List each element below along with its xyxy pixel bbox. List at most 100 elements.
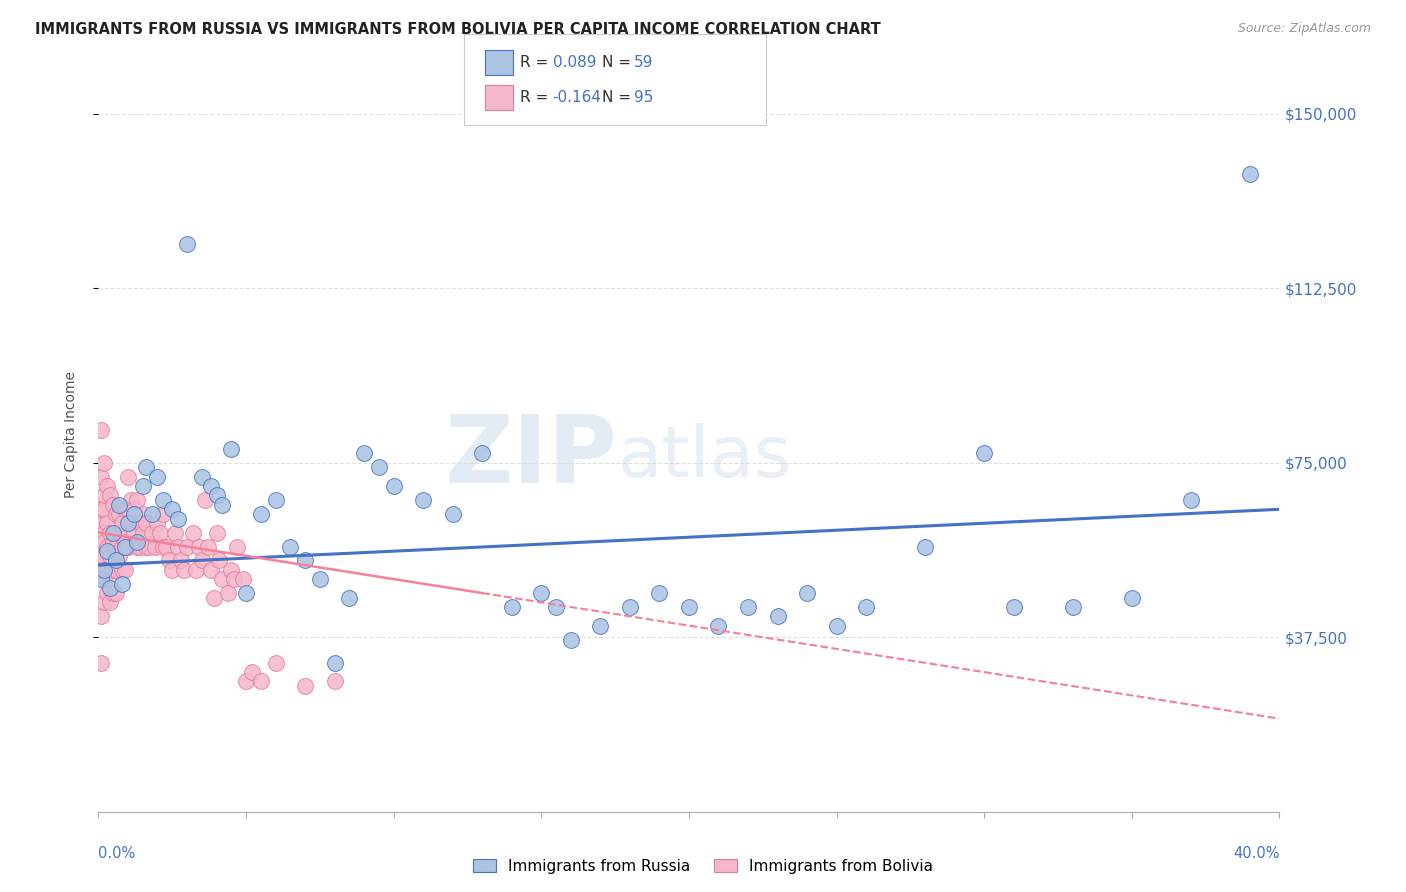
Point [191,553,214,567]
Point [125,493,148,508]
Legend: Immigrants from Russia, Immigrants from Bolivia: Immigrants from Russia, Immigrants from … [467,853,939,880]
Text: IMMIGRANTS FROM RUSSIA VS IMMIGRANTS FROM BOLIVIA PER CAPITA INCOME CORRELATION : IMMIGRANTS FROM RUSSIA VS IMMIGRANTS FRO… [35,22,882,37]
Point [111,540,134,554]
Y-axis label: Per Capita Income: Per Capita Income [63,371,77,499]
Point [191,469,214,483]
Point [117,469,139,483]
Text: 40.0%: 40.0% [1233,846,1279,861]
Point [105,563,128,577]
Point [382,479,405,493]
Point [250,674,273,689]
Text: 95: 95 [634,90,654,104]
Point [105,553,128,567]
Text: ZIP: ZIP [446,411,619,503]
Point [114,563,136,577]
Point [678,599,700,614]
Point [766,609,789,624]
Point [125,534,148,549]
Point [224,572,246,586]
Point [93,595,115,609]
Point [114,540,136,554]
Point [120,516,142,531]
Point [176,540,198,554]
Point [412,493,434,508]
Point [619,599,641,614]
Point [114,534,136,549]
Point [184,563,207,577]
Point [96,563,118,577]
Text: R =: R = [520,90,554,104]
Point [103,525,125,540]
Point [264,656,287,670]
Point [108,549,131,563]
Point [93,502,115,516]
Point [235,586,257,600]
Point [240,665,263,680]
Point [98,488,121,502]
Point [187,540,209,554]
Point [98,525,121,540]
Point [309,572,332,586]
Point [208,553,231,567]
Text: N =: N = [602,90,636,104]
Point [176,237,198,252]
Point [103,534,125,549]
Point [1239,167,1261,181]
Point [111,516,134,531]
Point [93,456,115,470]
Point [90,502,112,516]
Point [117,516,139,531]
Point [855,599,877,614]
Point [707,618,730,632]
Point [135,540,157,554]
Point [105,540,128,554]
Point [114,502,136,516]
Text: N =: N = [602,55,636,70]
Point [165,525,187,540]
Point [93,549,115,563]
Point [122,525,145,540]
Point [90,656,112,670]
Point [339,591,361,605]
Point [122,502,145,516]
Point [194,493,217,508]
Point [117,502,139,516]
Point [108,507,131,521]
Point [93,525,115,540]
Point [167,540,190,554]
Point [146,516,169,531]
Point [96,516,118,531]
Point [250,507,273,521]
Point [221,442,243,456]
Point [235,674,257,689]
Point [200,479,222,493]
Point [471,446,494,460]
Point [173,563,195,577]
Point [560,632,582,647]
Point [501,599,523,614]
Point [152,493,174,508]
Point [143,540,166,554]
Point [90,469,112,483]
Point [128,540,150,554]
Point [226,540,249,554]
Point [93,572,115,586]
Point [132,507,155,521]
Point [96,544,118,558]
Point [125,540,148,554]
Point [323,674,346,689]
Point [122,507,145,521]
Point [96,586,118,600]
Point [181,525,204,540]
Point [232,572,254,586]
Point [93,534,115,549]
Point [167,511,190,525]
Point [90,609,112,624]
Point [135,516,157,531]
Point [202,591,225,605]
Point [105,507,128,521]
Point [111,576,134,591]
Point [211,498,233,512]
Point [98,582,121,596]
Text: 59: 59 [634,55,654,70]
